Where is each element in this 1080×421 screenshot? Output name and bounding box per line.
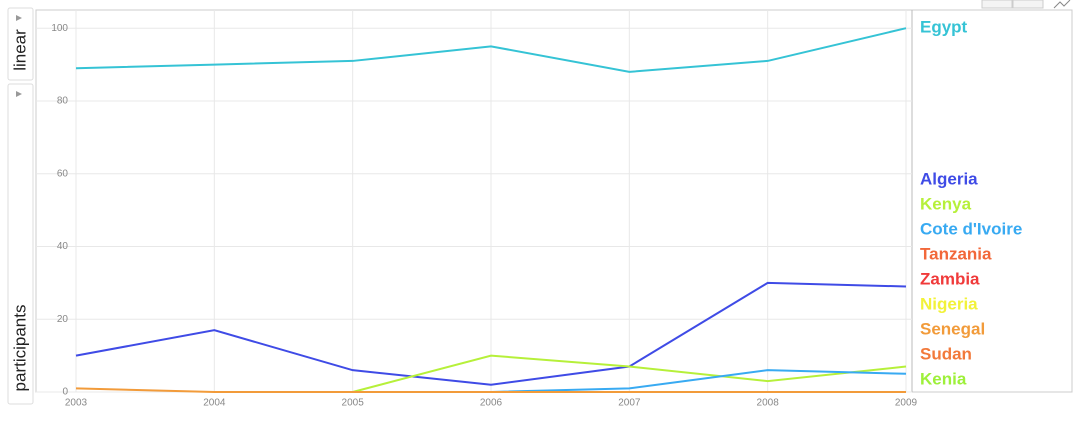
y-tick-label: 40 [57, 241, 69, 252]
series-line [75, 387, 906, 393]
y-tick-label: 20 [57, 314, 69, 325]
legend-label: Sudan [920, 344, 972, 363]
series-line [75, 281, 907, 386]
bar-view-button[interactable] [1012, 0, 1044, 9]
y-tick-label: 100 [51, 23, 68, 34]
legend-label: Kenya [920, 194, 972, 213]
scale-button[interactable] [7, 7, 34, 81]
y-axis-arrow [16, 91, 22, 97]
x-tick-label: 2006 [480, 398, 503, 409]
x-tick-label: 2009 [895, 398, 918, 409]
legend-label: Senegal [920, 319, 985, 338]
scale-arrow [16, 15, 22, 21]
legend-label: Tanzania [920, 244, 992, 263]
legend-label: Nigeria [920, 294, 978, 313]
x-tick-label: 2003 [65, 398, 88, 409]
x-tick-label: 2007 [618, 398, 641, 409]
plot-frame [35, 9, 1073, 393]
y-tick-label: 80 [57, 96, 69, 107]
bubble-view-button[interactable] [981, 0, 1013, 9]
y-axis-label[interactable]: participants [10, 305, 29, 392]
y-tick-label: 60 [57, 168, 69, 179]
legend-label: Egypt [920, 18, 968, 37]
series-line [75, 27, 907, 73]
legend-label: Kenia [920, 369, 967, 388]
x-tick-label: 2004 [203, 398, 226, 409]
line-view-button[interactable] [1053, 0, 1071, 9]
x-tick-label: 2008 [757, 398, 780, 409]
legend-label: Cote d'Ivoire [920, 219, 1022, 238]
legend-label: Zambia [920, 269, 980, 288]
y-tick-label: 0 [62, 387, 68, 398]
series-line [352, 354, 907, 393]
x-tick-label: 2005 [342, 398, 365, 409]
scale-label[interactable]: linear [10, 29, 29, 71]
y-axis-button[interactable] [7, 83, 34, 405]
legend-label: Algeria [920, 169, 978, 188]
